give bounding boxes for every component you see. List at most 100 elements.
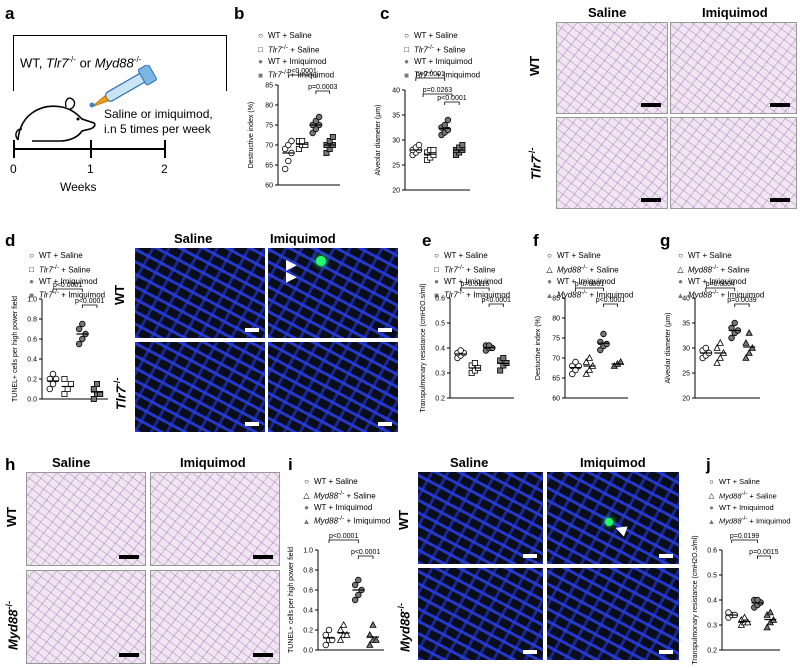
y-tick-label: 0.2 (435, 396, 445, 403)
p-value-label: p<0.0001 (575, 281, 604, 288)
p-value-label: p=0.0199 (730, 533, 759, 540)
y-tick-label: 40 (682, 296, 690, 303)
y-tick-label: 25 (682, 371, 690, 378)
tick-label-2: 2 (161, 162, 168, 176)
col-label-imiquimod: Imiquimod (580, 455, 646, 470)
col-label-imiquimod: Imiquimod (702, 5, 768, 20)
significance-bracket (315, 90, 331, 94)
data-point (430, 146, 437, 153)
data-point (285, 157, 292, 165)
y-tick-label: 20 (682, 396, 690, 403)
legend-j: ○ WT + Saline △ Myd88-/- + Saline ● WT + Im… (707, 477, 791, 526)
timeline-axis (13, 148, 165, 150)
data-point (745, 348, 753, 356)
y-tick-label: 0.4 (435, 346, 445, 353)
y-tick-label: 0.2 (303, 628, 313, 635)
data-point (713, 358, 721, 366)
significance-bracket (488, 303, 504, 307)
data-point (585, 365, 594, 373)
y-axis-label: Destuctive index (%) (535, 316, 542, 380)
data-point (471, 359, 478, 366)
legend-item: WT + Imiquimod (39, 276, 98, 286)
data-point (299, 137, 306, 144)
gray-triangle-icon: ▲ (545, 290, 554, 300)
y-axis-label: Destructive index (%) (248, 102, 255, 169)
histology-myd88-saline (26, 570, 146, 664)
data-point (295, 145, 302, 152)
p-value-label: p<0.0001 (596, 297, 625, 304)
y-tick-label: 0.8 (303, 568, 313, 575)
tick-label-0: 0 (10, 162, 17, 176)
col-label-saline: Saline (450, 455, 489, 470)
data-point (326, 137, 333, 144)
open-circle-icon: ○ (258, 31, 263, 40)
data-point (582, 357, 590, 365)
open-square-icon: □ (434, 265, 439, 275)
data-point (597, 338, 604, 346)
row-label-wt: WT (396, 509, 411, 530)
y-tick-label: 0.6 (707, 548, 717, 555)
data-point (64, 385, 71, 392)
significance-bracket (81, 304, 98, 308)
y-tick-label: 1.0 (27, 297, 37, 304)
data-point (585, 353, 594, 361)
data-point (75, 325, 83, 333)
tunel-myd88-saline (418, 568, 543, 660)
data-point (459, 141, 466, 148)
data-point (79, 335, 86, 343)
y-tick-label: 0.8 (27, 317, 37, 324)
data-point (61, 375, 68, 382)
significance-bracket (444, 101, 460, 105)
data-point (329, 133, 336, 140)
tunel-wt-saline (418, 472, 543, 564)
data-point (415, 141, 423, 149)
gray-circle-icon: ● (29, 276, 34, 286)
legend-c: ○ WT + Saline □ Tlr7-/- + Saline ● WT + Imi… (402, 30, 480, 81)
open-triangle-icon: △ (708, 491, 715, 500)
data-point (763, 623, 771, 631)
legend-item: WT + Saline (268, 31, 312, 40)
panel-label-i: i (288, 455, 293, 474)
significance-bracket (603, 303, 618, 307)
y-tick-label: 75 (265, 123, 273, 130)
data-point (754, 596, 761, 604)
row-label-myd88: Myd88-/- (4, 601, 21, 650)
y-tick-label: 30 (682, 346, 690, 353)
p-value-label: p=0.0263 (423, 87, 452, 94)
gray-triangle-icon: ▲ (676, 290, 685, 300)
legend-item: WT + Saline (414, 31, 458, 40)
histology-myd88-imiquimod (150, 570, 280, 664)
y-tick-label: 0.6 (27, 337, 37, 344)
data-point (326, 145, 333, 152)
significance-bracket (52, 288, 83, 292)
timeline-tick (13, 140, 15, 158)
y-tick-label: 35 (682, 321, 690, 328)
y-axis-label: Alveolar diameter (μm) (665, 313, 672, 384)
p-value-label: p=0.0039 (727, 297, 756, 304)
col-label-imiquimod: Imiquimod (270, 231, 336, 246)
tunel-positive-cell (316, 256, 326, 266)
p-value-label: p<0.0001 (482, 297, 511, 304)
tunel-wt-imiquimod: ▶ (547, 472, 679, 564)
data-point (731, 319, 738, 327)
y-tick-label: 60 (265, 183, 273, 190)
y-axis-label: Transpulmonary resistance (cmH2O.s/ml) (692, 535, 699, 664)
open-triangle-icon: △ (303, 491, 310, 501)
legend-item: WT + Imiquimod (444, 276, 503, 286)
y-axis-label: TUNEL+ cells per high power field (12, 296, 19, 402)
open-square-icon: □ (404, 45, 409, 55)
data-point (457, 347, 464, 354)
data-point (302, 141, 309, 148)
data-point (713, 343, 721, 351)
y-tick-label: 20 (392, 188, 400, 195)
open-triangle-icon: △ (546, 265, 553, 275)
legend-item: WT + Imiquimod (719, 502, 774, 512)
panel-label-a: a (5, 4, 15, 23)
y-tick-label: 1.0 (303, 548, 313, 555)
y-tick-label: 75 (552, 336, 560, 343)
treatment-line-1: Saline or imiquimod, (104, 107, 213, 121)
y-tick-label: 0.6 (435, 296, 445, 303)
p-value-label: p<0.0001 (329, 533, 358, 540)
data-point (67, 380, 74, 387)
gray-circle-icon: ● (547, 276, 552, 286)
